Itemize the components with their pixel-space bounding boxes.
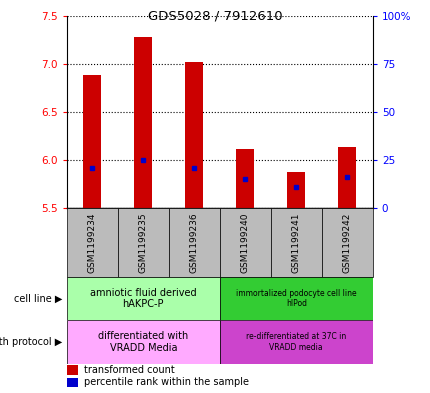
Bar [67, 208, 117, 277]
Bar [83, 75, 101, 208]
Bar [236, 149, 254, 208]
Text: differentiated with
VRADD Media: differentiated with VRADD Media [98, 331, 188, 353]
Bar [338, 147, 356, 208]
Text: GSM1199234: GSM1199234 [88, 213, 97, 273]
Bar [321, 208, 372, 277]
Bar [67, 277, 219, 320]
Bar [219, 208, 270, 277]
Text: cell line ▶: cell line ▶ [14, 294, 62, 304]
Text: amniotic fluid derived
hAKPC-P: amniotic fluid derived hAKPC-P [90, 288, 196, 309]
Bar [169, 208, 219, 277]
Text: immortalized podocyte cell line
hIPod: immortalized podocyte cell line hIPod [236, 289, 356, 309]
Bar [117, 208, 169, 277]
Bar [67, 365, 77, 375]
Text: GSM1199241: GSM1199241 [291, 213, 300, 273]
Bar [67, 378, 77, 387]
Text: GSM1199242: GSM1199242 [342, 213, 351, 273]
Text: GDS5028 / 7912610: GDS5028 / 7912610 [148, 10, 282, 23]
Text: re-differentiated at 37C in
VRADD media: re-differentiated at 37C in VRADD media [246, 332, 346, 352]
Text: GSM1199236: GSM1199236 [189, 212, 198, 273]
Text: GSM1199240: GSM1199240 [240, 213, 249, 273]
Bar [219, 277, 372, 320]
Bar [270, 208, 321, 277]
Bar [67, 320, 219, 364]
Bar [219, 320, 372, 364]
Bar [185, 62, 203, 208]
Text: growth protocol ▶: growth protocol ▶ [0, 337, 62, 347]
Bar [287, 172, 304, 208]
Text: GSM1199235: GSM1199235 [138, 212, 147, 273]
Text: percentile rank within the sample: percentile rank within the sample [83, 377, 248, 387]
Bar [134, 37, 152, 208]
Text: transformed count: transformed count [83, 365, 174, 375]
